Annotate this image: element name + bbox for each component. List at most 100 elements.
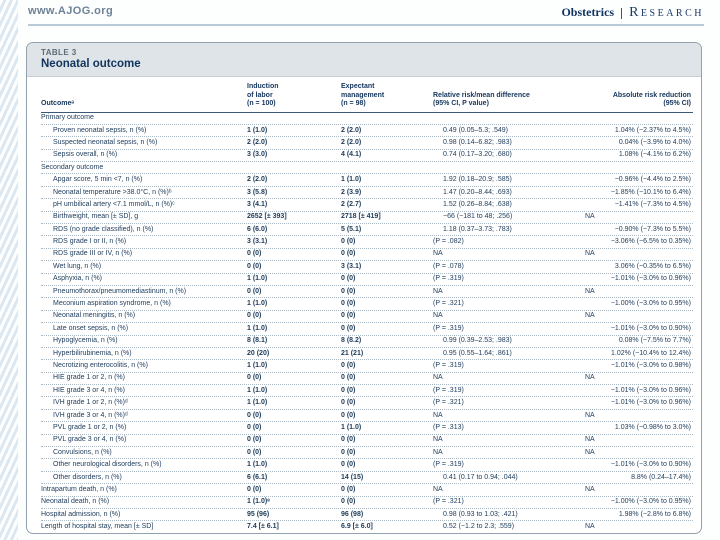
journal-site-url: www.AJOG.org bbox=[28, 5, 114, 17]
cell-value: 2 (2.0) bbox=[341, 138, 362, 146]
outcome-label: Asphyxia, n (%) bbox=[53, 275, 103, 283]
journal-section-group: Obstetrics Research bbox=[561, 5, 704, 21]
table-row: Birthweight, mean [± SD], g 2652 [± 393] 2… bbox=[41, 212, 693, 225]
table-row: Meconium aspiration syndrome, n (%) 1 (1.… bbox=[41, 298, 693, 311]
cell-value: (P = .321) bbox=[433, 498, 464, 506]
cell-value: 1 (1.0) bbox=[247, 386, 268, 394]
outcome-label: Proven neonatal sepsis, n (%) bbox=[53, 126, 147, 134]
section-header-row: Primary outcome bbox=[41, 113, 693, 125]
journal-section-label: Obstetrics bbox=[561, 5, 615, 19]
outcome-label: Other neurological disorders, n (%) bbox=[53, 461, 162, 469]
outcome-label: Neonatal meningitis, n (%) bbox=[53, 312, 136, 320]
table-row: Late onset sepsis, n (%) 1 (1.0) 0 (0) (P =… bbox=[41, 323, 693, 336]
cell-value: −0.90% (−7.3% to 5.5%) bbox=[614, 225, 691, 233]
cell-value: 1.03% (−0.98% to 3.0%) bbox=[614, 423, 691, 431]
cell-value: 20 (20) bbox=[247, 349, 270, 357]
cell-value: 1.08% (−4.1% to 6.2%) bbox=[618, 151, 691, 159]
outcome-label: Pneumothorax/pneumomediastinum, n (%) bbox=[53, 287, 187, 295]
cell-value: 2 (2.0) bbox=[247, 138, 268, 146]
outcome-label: PVL grade 1 or 2, n (%) bbox=[53, 423, 127, 431]
cell-value: 0.99 (0.39–2.53; .983) bbox=[443, 337, 512, 345]
column-header-relative-risk: Relative risk/mean difference (95% CI, P… bbox=[433, 91, 530, 108]
cell-value: 1 (1.0) bbox=[341, 176, 362, 184]
cell-value: NA bbox=[585, 411, 595, 419]
cell-value: NA bbox=[433, 374, 443, 382]
cell-value: 3.06% (−0.35% to 6.5%) bbox=[614, 262, 691, 270]
cell-value: 0.98 (0.93 to 1.03; .421) bbox=[443, 510, 518, 518]
cell-value: 1 (1.0) bbox=[247, 399, 268, 407]
cell-value: 2 (3.9) bbox=[341, 188, 362, 196]
outcome-label: Hospital admission, n (%) bbox=[41, 510, 121, 518]
column-header-expectant: Expectant management (n = 98) bbox=[341, 83, 385, 107]
cell-value: 0 (0) bbox=[247, 250, 262, 258]
cell-value: −1.01% (−3.0% to 0.98%) bbox=[610, 362, 691, 369]
cell-value: −1.00% (−3.0% to 0.95%) bbox=[610, 498, 691, 506]
cell-value: 3 (3.1) bbox=[341, 262, 362, 270]
cell-value: 0.41 (0.17 to 0.94; .044) bbox=[443, 473, 518, 481]
cell-value: 0 (0) bbox=[247, 262, 262, 270]
table-row: RDS grade I or II, n (%) 3 (3.1) 0 (0) (P =… bbox=[41, 236, 693, 249]
cell-value: (P = .319) bbox=[433, 324, 464, 332]
table-row: Neonatal temperature >38.0°C, n (%)ᵇ 3 (5… bbox=[41, 187, 693, 200]
cell-value: NA bbox=[585, 287, 595, 295]
cell-value: 1 (1.0) bbox=[247, 275, 268, 283]
cell-value: (P = .321) bbox=[433, 300, 464, 308]
outcome-label: Wet lung, n (%) bbox=[53, 262, 102, 270]
cell-value: 0 (0) bbox=[247, 436, 262, 444]
table-row: Hyperbilirubinemia, n (%) 20 (20) 21 (21) 0… bbox=[41, 348, 693, 361]
cell-value: NA bbox=[585, 523, 595, 531]
cell-value: NA bbox=[433, 436, 443, 444]
cell-value: (P = .319) bbox=[433, 362, 464, 369]
cell-value: −1.01% (−3.0% to 0.90%) bbox=[610, 461, 691, 469]
column-header-induction: Induction of labor (n = 100) bbox=[247, 83, 279, 107]
table-row: Necrotizing enterocolitis, n (%) 1 (1.0) 0… bbox=[41, 360, 693, 373]
cell-value: 3 (3.1) bbox=[247, 238, 268, 246]
cell-value: −1.01% (−3.0% to 0.96%) bbox=[610, 386, 691, 394]
table-row: pH umbilical artery <7.1 mmol/L, n (%)ᶜ 3… bbox=[41, 199, 693, 212]
table-row: Suspected neonatal sepsis, n (%) 2 (2.0) 2… bbox=[41, 137, 693, 150]
table-row: Length of hospital stay, mean [± SD] 7.4 … bbox=[41, 521, 693, 533]
table-row: Apgar score, 5 min <7, n (%) 2 (2.0) 1 (1.… bbox=[41, 174, 693, 187]
cell-value: 2 (2.0) bbox=[247, 176, 268, 184]
cell-value: 0 (0) bbox=[341, 374, 356, 382]
table-row: Neonatal meningitis, n (%) 0 (0) 0 (0) NA NA bbox=[41, 311, 693, 324]
cell-value: NA bbox=[585, 448, 595, 456]
outcome-label: Neonatal temperature >38.0°C, n (%)ᵇ bbox=[53, 188, 172, 196]
cell-value: 0 (0) bbox=[341, 386, 356, 394]
cell-value: 2 (2.7) bbox=[341, 200, 362, 208]
cell-value: NA bbox=[585, 312, 595, 320]
table-row: Wet lung, n (%) 0 (0) 3 (3.1) (P = .078) 3.0… bbox=[41, 261, 693, 274]
table-number-label: TABLE 3 bbox=[41, 48, 77, 57]
outcome-label: Late onset sepsis, n (%) bbox=[53, 324, 129, 332]
cell-value: 0.04% (−3.9% to 4.0%) bbox=[618, 138, 691, 146]
table-row: Other disorders, n (%) 6 (6.1) 14 (15) 0.41… bbox=[41, 472, 693, 485]
outcome-label: Primary outcome bbox=[41, 114, 94, 122]
cell-value: 2718 [± 419] bbox=[341, 213, 381, 221]
table-row: Proven neonatal sepsis, n (%) 1 (1.0) 2 (2… bbox=[41, 125, 693, 138]
outcome-label: Intrapartum death, n (%) bbox=[41, 485, 117, 493]
cell-value: 0 (0) bbox=[247, 374, 262, 382]
table-3-panel: TABLE 3 Neonatal outcome Outcomeᵃ Induct… bbox=[26, 42, 702, 534]
masthead-rule bbox=[28, 24, 704, 26]
cell-value: −3.06% (−6.5% to 0.35%) bbox=[610, 238, 691, 246]
outcome-label: HIE grade 1 or 2, n (%) bbox=[53, 374, 125, 382]
outcome-label: Hypoglycemia, n (%) bbox=[53, 337, 118, 345]
table-row: Intrapartum death, n (%) 0 (0) 0 (0) NA NA bbox=[41, 484, 693, 497]
cell-value: 95 (96) bbox=[247, 510, 270, 518]
cell-value: 2 (2.0) bbox=[341, 126, 362, 134]
cell-value: 0 (0) bbox=[341, 498, 356, 506]
cell-value: 0 (0) bbox=[341, 312, 356, 320]
cell-value: 5 (5.1) bbox=[341, 225, 362, 233]
cell-value: (P = .319) bbox=[433, 461, 464, 469]
table-row: IVH grade 1 or 2, n (%)ᵈ 1 (1.0) 0 (0) (P =… bbox=[41, 397, 693, 410]
outcome-label: Secondary outcome bbox=[41, 163, 104, 171]
cell-value: 0 (0) bbox=[341, 324, 356, 332]
cell-value: 0 (0) bbox=[341, 238, 356, 246]
section-header-row: Secondary outcome bbox=[41, 162, 693, 175]
outcome-label: RDS grade III or IV, n (%) bbox=[53, 250, 133, 258]
column-header-absolute-risk: Absolute risk reduction (95% CI) bbox=[612, 91, 691, 108]
cell-value: 1.04% (−2.37% to 4.5%) bbox=[614, 126, 691, 134]
column-header-outcome: Outcomeᵃ bbox=[41, 100, 74, 107]
outcome-label: Other disorders, n (%) bbox=[53, 473, 122, 481]
cell-value: −1.01% (−3.0% to 0.96%) bbox=[610, 275, 691, 283]
